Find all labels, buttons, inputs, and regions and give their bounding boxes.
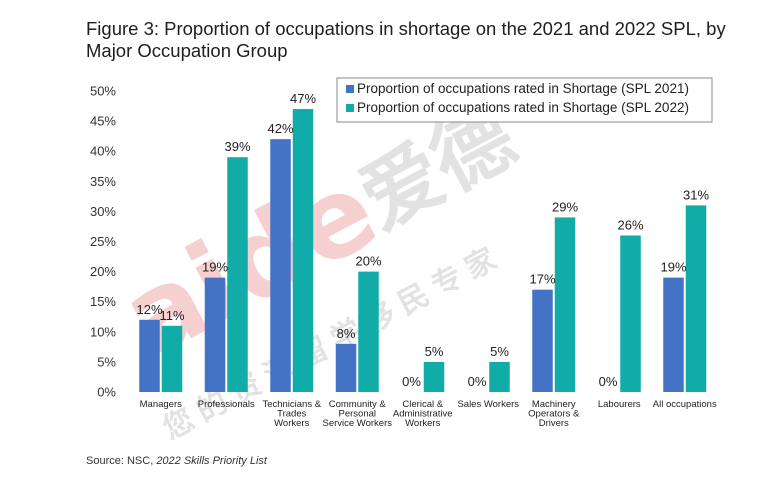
data-label-2022: 47% [290,91,316,106]
bar-2022 [227,157,248,392]
data-label-2022: 26% [617,217,643,232]
data-label-2022: 39% [224,139,250,154]
y-tick-label: 25% [90,234,116,249]
data-label-2021: 8% [337,326,356,341]
bar-2022 [620,235,641,392]
data-label-2022: 31% [683,187,709,202]
data-label-2022: 20% [355,254,381,269]
y-tick-label: 20% [90,264,116,279]
legend-label-2021: Proportion of occupations rated in Short… [357,81,689,96]
data-label-2022: 29% [552,199,578,214]
legend-label-2022: Proportion of occupations rated in Short… [357,100,689,115]
x-category-label: Professionals [198,399,255,410]
bars [139,109,707,392]
x-category-label: All occupations [653,399,717,410]
x-category-label: Community & [329,399,387,410]
bar-2022 [685,205,707,392]
data-label-2021: 0% [599,374,618,389]
legend: Proportion of occupations rated in Short… [336,77,713,123]
x-category-label: Service Workers [322,418,392,429]
data-label-2021: 0% [402,374,421,389]
data-labels: 12%11%19%39%42%47%8%20%0%5%0%5%17%29%0%2… [136,91,709,389]
y-tick-label: 10% [90,324,116,339]
x-axis: Managers Professionals Technicians &Trades… [140,399,717,429]
data-label-2022: 5% [490,344,509,359]
bar-2021 [335,343,357,392]
data-label-2021: 42% [267,121,293,136]
x-category-label: Labourers [598,399,641,410]
bar-2021 [663,277,684,392]
legend-box [336,77,713,123]
data-label-2022: 11% [159,308,184,323]
x-category-label: Managers [140,399,182,410]
bar-2022 [161,325,183,392]
legend-swatch-2022 [346,104,354,112]
bar-2022 [292,109,314,392]
y-axis: 0% 5% 10% 15% 20% 25% 30% 35% 40% 45% 50% [90,84,116,400]
bar-2022 [554,217,576,392]
x-category-label: Workers [274,418,309,429]
x-category-label: Administrative [393,409,453,420]
data-label-2021: 17% [529,272,555,287]
x-category-label: Machinery [532,399,576,410]
bar-2022 [489,361,510,392]
bar-2021 [204,277,226,392]
y-tick-label: 35% [90,174,116,189]
legend-swatch-2021 [346,85,354,93]
bar-2022 [423,361,445,392]
data-label-2021: 19% [202,260,228,275]
x-category-label: Drivers [539,418,569,429]
source-note: Source: NSC, 2022 Skills Priority List [86,455,267,467]
x-category-label: Workers [405,418,440,429]
bar-2022 [358,271,379,392]
bar-2021 [270,139,291,392]
y-tick-label: 50% [90,84,116,99]
bar-2021 [139,319,160,392]
data-label-2022: 5% [425,344,444,359]
x-category-label: Clerical & [402,399,443,410]
y-tick-label: 0% [97,385,116,400]
y-tick-label: 30% [90,204,116,219]
source-title: 2022 Skills Priority List [156,455,267,467]
x-category-label: Sales Workers [457,399,519,410]
x-category-label: Personal [339,409,377,420]
bar-2021 [532,289,553,392]
x-category-label: Technicians & [262,399,321,410]
data-label-2021: 0% [468,374,487,389]
data-label-2021: 12% [136,302,162,317]
y-tick-label: 40% [90,144,116,159]
y-tick-label: 15% [90,294,116,309]
source-prefix: Source: NSC, [86,455,157,467]
y-tick-label: 5% [97,354,116,369]
x-category-label: Operators & [528,409,580,420]
x-category-label: Trades [277,409,306,420]
chart-title: Figure 3: Proportion of occupations in s… [86,18,726,61]
y-tick-label: 45% [90,114,116,129]
data-label-2021: 19% [660,260,686,275]
